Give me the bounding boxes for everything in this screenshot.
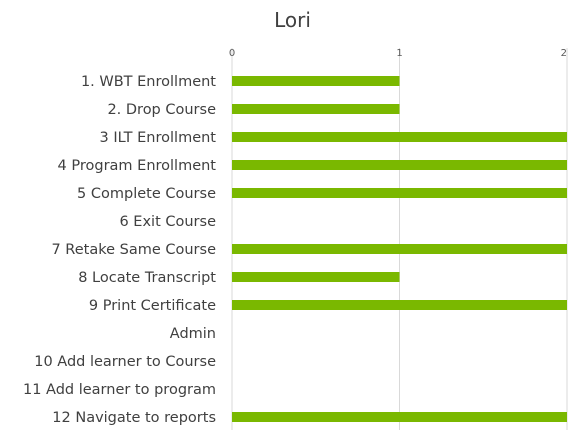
bar bbox=[232, 272, 400, 282]
category-label: 3 ILT Enrollment bbox=[99, 130, 216, 146]
bar bbox=[232, 244, 567, 254]
category-label: 5 Complete Course bbox=[77, 186, 216, 202]
category-label: 11 Add learner to program bbox=[23, 382, 216, 398]
bar bbox=[232, 188, 567, 198]
category-label: 8 Locate Transcript bbox=[78, 270, 216, 286]
x-tick-label: 1 bbox=[396, 48, 402, 59]
category-label: 9 Print Certificate bbox=[89, 298, 216, 314]
category-label: 6 Exit Course bbox=[119, 214, 216, 230]
category-label: Admin bbox=[170, 326, 216, 342]
bar bbox=[232, 104, 400, 114]
bar bbox=[232, 300, 567, 310]
bar bbox=[232, 412, 567, 422]
category-label: 12 Navigate to reports bbox=[52, 410, 216, 426]
x-tick-label: 2 bbox=[561, 48, 567, 59]
x-tick-label: 0 bbox=[229, 48, 235, 59]
category-label: 1. WBT Enrollment bbox=[81, 74, 216, 90]
bar bbox=[232, 132, 567, 142]
bar bbox=[232, 76, 400, 86]
category-label: 10 Add learner to Course bbox=[34, 354, 216, 370]
bar bbox=[232, 160, 567, 170]
category-label: 4 Program Enrollment bbox=[58, 158, 217, 174]
chart-title: Lori bbox=[274, 8, 311, 32]
category-label: 7 Retake Same Course bbox=[51, 242, 216, 258]
category-label: 2. Drop Course bbox=[107, 102, 216, 118]
